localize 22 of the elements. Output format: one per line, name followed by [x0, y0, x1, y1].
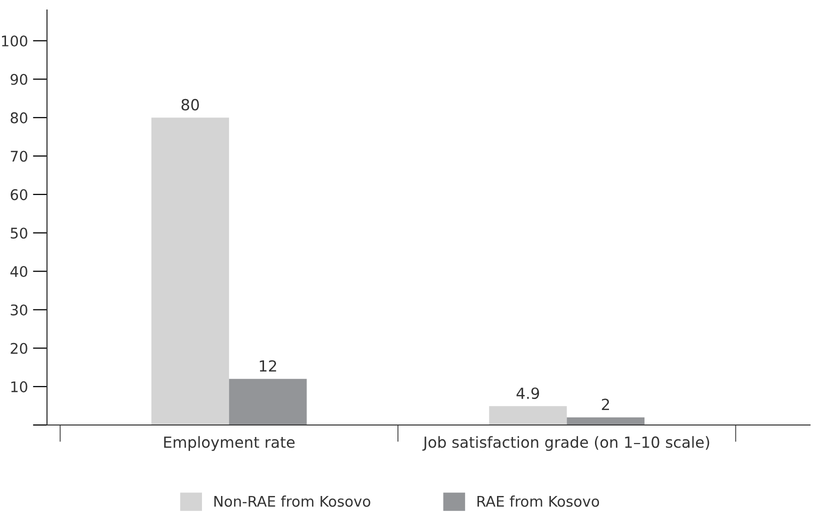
legend-label: RAE from Kosovo: [477, 496, 600, 507]
x-tick-label: Employment rate: [164, 436, 295, 451]
y-tick-label: 70: [10, 150, 28, 162]
y-tick-label: 30: [10, 304, 28, 316]
data-label: 80: [182, 98, 199, 110]
y-tick-label: 10: [11, 381, 28, 392]
bar: [566, 417, 644, 425]
x-tick-label: Job satisfaction grade (on 1–10 scale): [422, 436, 710, 451]
data-label: 2: [602, 398, 609, 410]
y-tick-label: 80: [10, 112, 28, 124]
y-tick-label: 40: [10, 266, 28, 278]
y-tick-label: 60: [10, 189, 28, 200]
y-tick-label: 100: [2, 35, 28, 46]
bar: [151, 118, 230, 425]
legend-label: Non-RAE from Kosovo: [214, 496, 370, 507]
y-tick-label: 20: [10, 342, 28, 354]
data-label: 4.9: [516, 387, 540, 400]
bar: [489, 406, 567, 425]
bar: [229, 378, 307, 425]
y-tick-label: 50: [10, 228, 28, 239]
data-label: 12: [260, 360, 276, 372]
y-tick-label: 90: [10, 74, 28, 85]
